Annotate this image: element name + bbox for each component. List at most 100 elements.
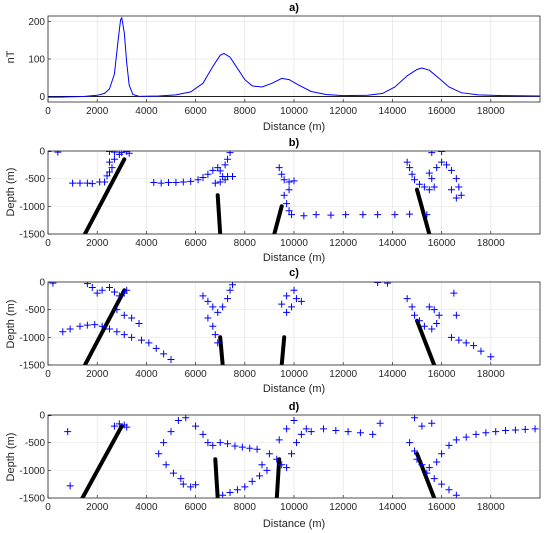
- solution-marker: [511, 426, 519, 434]
- x-tick-label: 0: [45, 238, 51, 249]
- solution-marker: [167, 428, 175, 436]
- solution-marker: [118, 151, 126, 157]
- solution-marker: [48, 151, 52, 156]
- solution-marker: [216, 178, 224, 186]
- solution-marker: [428, 419, 436, 427]
- solution-marker: [224, 440, 232, 448]
- x-tick-label: 10000: [280, 369, 308, 380]
- solution-marker: [123, 286, 131, 294]
- solution-marker: [219, 303, 227, 311]
- model-body-line: [215, 193, 223, 234]
- axes-frame: [47, 281, 541, 366]
- solution-marker: [110, 288, 118, 296]
- solution-marker: [263, 466, 271, 474]
- x-tick-label: 6000: [184, 238, 207, 249]
- solution-marker: [214, 308, 222, 316]
- y-tick-label: 0: [39, 411, 45, 422]
- solution-marker: [278, 461, 286, 469]
- panel-b: 0 2000 4000 6000 8000 10000 12000 14000 16000 180…: [19, 147, 541, 249]
- solution-marker: [290, 177, 298, 185]
- solution-marker: [229, 282, 236, 289]
- solution-marker: [391, 211, 399, 219]
- solution-marker: [374, 282, 382, 287]
- solution-marker: [160, 439, 168, 447]
- solution-marker: [278, 170, 286, 178]
- axes-frame: [47, 15, 541, 103]
- solution-marker: [209, 166, 217, 174]
- panel-d: 0 2000 4000 6000 8000 10000 12000 14000 16000 180…: [19, 411, 541, 513]
- solution-marker: [408, 303, 416, 311]
- x-tick-label: 6000: [184, 106, 207, 117]
- x-tick-label: 10000: [280, 106, 308, 117]
- solution-marker: [285, 207, 293, 215]
- solution-marker: [283, 464, 291, 472]
- axes-frame: [47, 150, 541, 235]
- y-tick-label: 0: [39, 278, 45, 289]
- solution-marker: [403, 158, 411, 166]
- solution-marker: [98, 286, 106, 294]
- solution-marker: [482, 429, 490, 437]
- solution-marker: [359, 211, 367, 219]
- solution-marker: [110, 151, 118, 156]
- y-tick-label: -1000: [19, 333, 45, 344]
- solution-marker: [447, 333, 455, 341]
- x-tick-label: 18000: [477, 369, 505, 380]
- solution-marker: [187, 483, 195, 491]
- solution-marker: [423, 211, 431, 219]
- solution-marker: [452, 175, 460, 183]
- solution-marker: [290, 417, 298, 425]
- y-tick-label: -1500: [19, 230, 45, 241]
- solution-marker: [425, 303, 433, 311]
- signal-line: [48, 16, 540, 98]
- model-body-line: [82, 157, 127, 234]
- x-tick-label: 12000: [329, 502, 357, 513]
- solution-marker: [288, 211, 296, 219]
- solution-marker: [433, 320, 441, 327]
- x-tick-label: 2000: [86, 502, 109, 513]
- solution-marker: [278, 300, 286, 308]
- solution-marker: [280, 176, 288, 184]
- solution-marker: [110, 422, 118, 430]
- solution-marker: [531, 425, 539, 433]
- model-body-line: [213, 457, 220, 498]
- x-tick-label: 10000: [280, 502, 308, 513]
- panel-d-xlabel: Distance (m): [263, 518, 325, 530]
- solution-marker: [211, 331, 219, 339]
- solution-marker: [275, 436, 283, 444]
- panel-a-ylabel: nT: [5, 50, 17, 63]
- solution-marker: [199, 174, 207, 182]
- solution-marker: [332, 426, 340, 434]
- x-tick-label: 16000: [428, 238, 456, 249]
- solution-marker: [292, 295, 300, 303]
- solution-marker: [457, 191, 465, 199]
- solution-marker: [88, 180, 96, 188]
- solution-marker: [288, 450, 296, 458]
- x-tick-label: 0: [45, 106, 51, 117]
- solution-marker: [411, 176, 419, 184]
- solution-marker: [226, 488, 234, 496]
- solution-marker: [137, 336, 145, 344]
- solution-marker: [172, 179, 180, 187]
- solution-marker: [76, 179, 84, 187]
- model-body-line: [80, 424, 124, 498]
- solution-marker: [106, 325, 113, 333]
- plot-marks: [48, 16, 540, 98]
- solution-marker: [187, 177, 195, 185]
- solution-marker: [162, 461, 170, 469]
- model-body-line: [279, 335, 287, 365]
- solution-marker: [430, 475, 438, 483]
- solution-marker: [199, 430, 207, 438]
- x-tick-label: 4000: [135, 502, 158, 513]
- solution-marker: [423, 469, 431, 477]
- panel-a-xlabel: Distance (m): [263, 121, 325, 133]
- solution-marker: [204, 170, 212, 178]
- solution-marker: [128, 333, 136, 341]
- solution-marker: [253, 445, 261, 453]
- solution-marker: [174, 417, 182, 425]
- solution-marker: [106, 151, 113, 156]
- x-tick-label: 2000: [86, 106, 109, 117]
- solution-marker: [477, 347, 485, 355]
- solution-marker: [194, 176, 202, 184]
- solution-marker: [288, 303, 296, 311]
- solution-marker: [462, 339, 470, 347]
